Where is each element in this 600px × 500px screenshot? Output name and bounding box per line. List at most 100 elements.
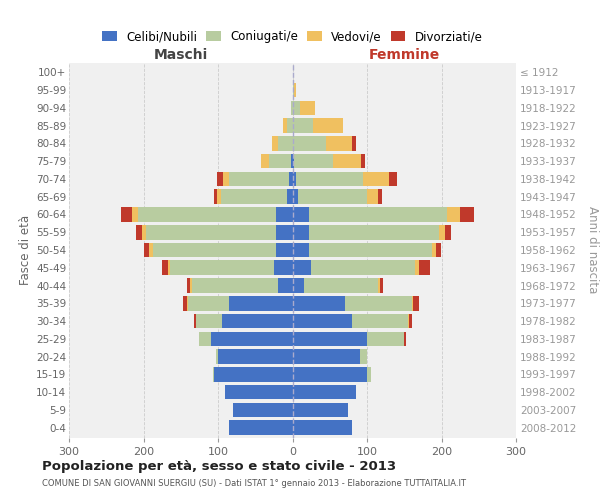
Bar [293, 136, 326, 150]
Bar [149, 242, 153, 258]
Bar [293, 172, 296, 186]
Bar [291, 154, 293, 168]
Bar [274, 260, 293, 275]
Y-axis label: Anni di nascita: Anni di nascita [586, 206, 599, 294]
Bar [187, 278, 190, 293]
Bar [269, 154, 291, 168]
Bar [217, 190, 221, 204]
Bar [283, 118, 287, 133]
Bar [276, 207, 293, 222]
Bar [293, 420, 352, 435]
Bar [218, 350, 293, 364]
Bar [226, 385, 293, 400]
Bar [293, 190, 298, 204]
Bar [300, 100, 315, 115]
Bar [408, 314, 409, 328]
Y-axis label: Fasce di età: Fasce di età [19, 215, 32, 285]
Bar [162, 260, 168, 275]
Bar [293, 118, 313, 133]
Bar [121, 207, 133, 222]
Bar [187, 296, 188, 310]
Bar [278, 278, 293, 293]
Bar [293, 367, 367, 382]
Bar [293, 278, 304, 293]
Bar [367, 190, 378, 204]
Bar [344, 296, 412, 310]
Bar [211, 332, 293, 346]
Bar [213, 367, 214, 382]
Bar [293, 242, 309, 258]
Text: Popolazione per età, sesso e stato civile - 2013: Popolazione per età, sesso e stato civil… [42, 460, 396, 473]
Bar [439, 225, 445, 240]
Bar [136, 225, 142, 240]
Bar [276, 242, 293, 258]
Bar [278, 136, 293, 150]
Bar [287, 118, 293, 133]
Bar [404, 332, 406, 346]
Bar [229, 172, 289, 186]
Bar [412, 296, 413, 310]
Bar [313, 118, 343, 133]
Bar [261, 154, 269, 168]
Bar [294, 83, 296, 98]
Bar [293, 207, 309, 222]
Bar [367, 367, 371, 382]
Bar [309, 207, 447, 222]
Bar [142, 225, 146, 240]
Legend: Celibi/Nubili, Coniugati/e, Vedovi/e, Divorziati/e: Celibi/Nubili, Coniugati/e, Vedovi/e, Di… [98, 26, 487, 48]
Bar [361, 154, 365, 168]
Bar [445, 225, 451, 240]
Bar [419, 260, 430, 275]
Bar [309, 242, 432, 258]
Bar [378, 190, 382, 204]
Bar [311, 260, 415, 275]
Bar [214, 367, 293, 382]
Bar [291, 100, 293, 115]
Bar [194, 314, 196, 328]
Bar [304, 278, 378, 293]
Bar [359, 350, 367, 364]
Bar [293, 225, 309, 240]
Text: Maschi: Maschi [154, 48, 208, 62]
Bar [138, 207, 276, 222]
Bar [293, 260, 311, 275]
Bar [229, 296, 293, 310]
Bar [293, 296, 344, 310]
Bar [199, 332, 211, 346]
Bar [293, 350, 359, 364]
Bar [380, 278, 383, 293]
Bar [143, 242, 149, 258]
Bar [287, 190, 293, 204]
Bar [326, 136, 352, 150]
Bar [293, 314, 352, 328]
Bar [153, 242, 276, 258]
Bar [188, 296, 229, 310]
Bar [409, 314, 412, 328]
Bar [170, 260, 274, 275]
Bar [352, 314, 408, 328]
Bar [192, 278, 278, 293]
Text: COMUNE DI SAN GIOVANNI SUERGIU (SU) - Dati ISTAT 1° gennaio 2013 - Elaborazione : COMUNE DI SAN GIOVANNI SUERGIU (SU) - Da… [42, 479, 466, 488]
Bar [293, 332, 367, 346]
Bar [168, 260, 170, 275]
Bar [293, 402, 349, 417]
Bar [221, 190, 287, 204]
Bar [460, 207, 473, 222]
Bar [217, 172, 223, 186]
Bar [196, 314, 222, 328]
Bar [222, 314, 293, 328]
Bar [216, 350, 218, 364]
Bar [293, 83, 294, 98]
Bar [352, 136, 356, 150]
Bar [293, 385, 356, 400]
Bar [133, 207, 138, 222]
Bar [389, 172, 397, 186]
Bar [309, 225, 439, 240]
Bar [333, 154, 361, 168]
Bar [293, 154, 294, 168]
Bar [413, 296, 419, 310]
Bar [233, 402, 293, 417]
Bar [293, 100, 300, 115]
Text: Femmine: Femmine [368, 48, 440, 62]
Bar [294, 154, 333, 168]
